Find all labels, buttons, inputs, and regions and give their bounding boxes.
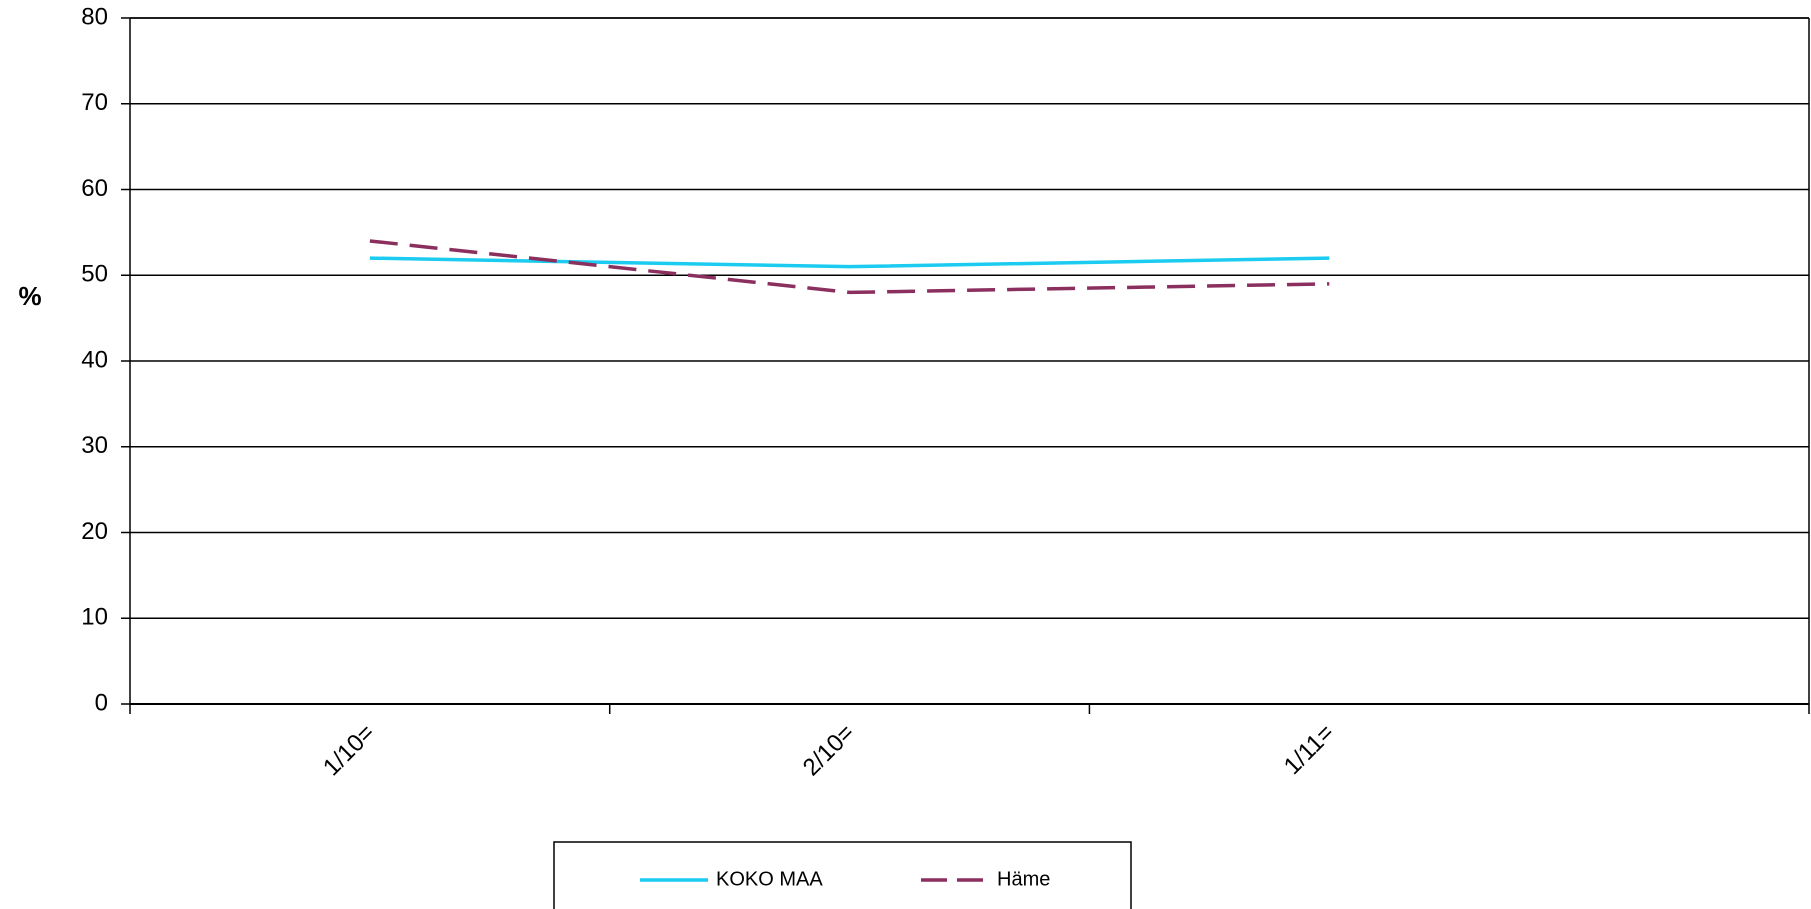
legend: KOKO MAA Häme (553, 841, 1132, 909)
x-axis-ticks: 1/10= 2/10= 1/11= (129, 704, 1810, 781)
legend-box (553, 841, 1132, 909)
x-tick-label: 1/10= (318, 719, 380, 781)
y-axis-label: % (18, 281, 41, 311)
series-line (369, 256, 1330, 269)
y-tick-label: 60 (81, 175, 108, 202)
y-tick-label: 10 (81, 604, 108, 631)
series-line (369, 239, 1330, 295)
legend-label: Häme (997, 868, 1050, 890)
series-lines (369, 239, 1330, 295)
y-tick-label: 80 (81, 3, 108, 30)
x-tick-label: 2/10= (798, 719, 860, 781)
y-tick-label: 30 (81, 432, 108, 459)
y-tick-label: 20 (81, 518, 108, 545)
y-tick-label: 0 (95, 689, 108, 716)
y-tick-label: 70 (81, 89, 108, 116)
legend-label: KOKO MAA (716, 868, 823, 890)
x-tick-label: 1/11= (1279, 719, 1340, 780)
y-tick-label: 40 (81, 346, 108, 373)
y-axis-ticks: 0 10 20 30 40 50 60 70 80 (81, 3, 130, 716)
y-tick-label: 50 (81, 261, 108, 288)
grid-lines (130, 17, 1809, 619)
